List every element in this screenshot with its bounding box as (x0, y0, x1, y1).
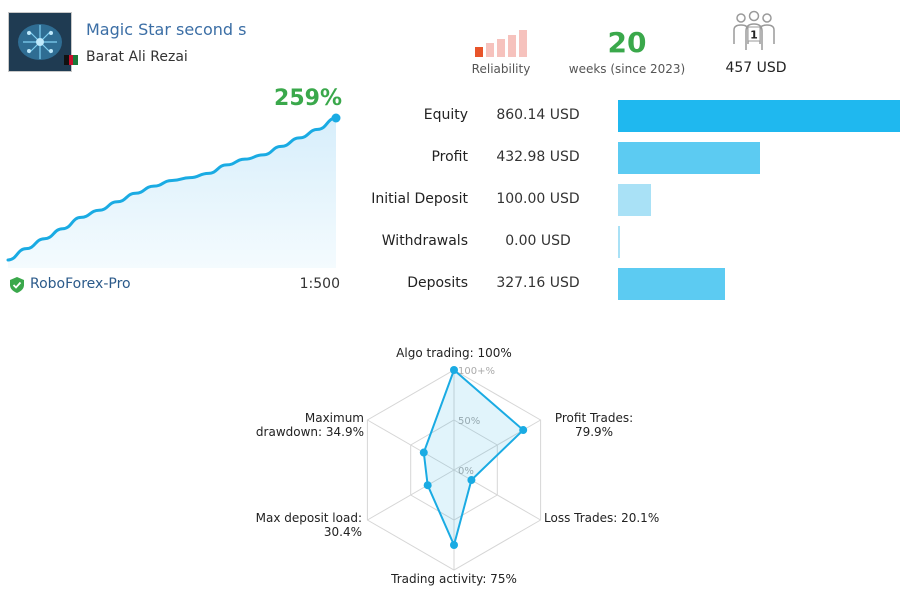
author-name[interactable]: Barat Ali Rezai (86, 49, 188, 65)
reliability-bar (497, 39, 505, 57)
afghanistan-flag-icon (64, 55, 79, 65)
radar-axis-label-line: Max deposit load: (255, 511, 362, 525)
radar-axis-label-line: Profit Trades: (554, 411, 634, 425)
stat-bar (618, 268, 726, 300)
radar-axis-label: Loss Trades: 20.1% (544, 511, 674, 525)
radar-axis-label-line: 30.4% (323, 525, 362, 539)
stat-value: 432.98 USD (496, 149, 580, 165)
radar-chart: 100+% 50% 0% (366, 366, 542, 571)
radar-axis-label: Max deposit load: 30.4% (240, 511, 362, 539)
radar-point (423, 481, 432, 490)
radar-axis-line (367, 419, 455, 471)
stat-label: Profit (431, 149, 468, 165)
radar-axis-label: Profit Trades: 79.9% (544, 411, 644, 439)
radar-axis-label-line: Loss Trades: 20.1% (544, 511, 660, 525)
people-group-icon: 1 (733, 10, 775, 50)
radar-axis-label: Maximum drawdown: 34.9% (240, 411, 364, 439)
radar-point (450, 366, 458, 374)
stat-label: Withdrawals (381, 233, 468, 249)
radar-point (519, 426, 528, 435)
radar-point (467, 476, 476, 485)
radar-point (419, 448, 428, 457)
radar-axis-label-line: 79.9% (574, 425, 614, 439)
radar-axis-label-line: Maximum (304, 411, 364, 425)
stat-bar (618, 100, 900, 132)
reliability-bar (486, 43, 494, 57)
weeks-label: weeks (since 2023) (568, 62, 686, 76)
radar-polygon (422, 368, 525, 549)
growth-line (6, 116, 338, 262)
stat-bar (618, 184, 651, 216)
reliability-bar (475, 47, 483, 57)
growth-chart[interactable] (0, 88, 345, 268)
radar-axis-label: Algo trading: 100% (354, 346, 554, 360)
radar-axis-label-line: Trading activity: 75% (391, 572, 517, 586)
reliability-bar (519, 30, 527, 57)
radar-axis-label-line: Algo trading: 100% (396, 346, 512, 360)
radar-axis-label-line: drawdown: 34.9% (255, 425, 364, 439)
stat-bar (618, 142, 760, 174)
radar-scale-label: 0% (458, 466, 474, 477)
signal-bars-icon (475, 30, 527, 57)
signal-avatar[interactable] (8, 12, 72, 72)
shield-check-icon (10, 277, 24, 293)
radar-point (450, 541, 458, 549)
reliability-label: Reliability (471, 62, 531, 76)
signal-title-link[interactable]: Magic Star second s (86, 20, 247, 39)
stat-value: 0.00 USD (505, 233, 571, 249)
weeks-count: 20 (607, 26, 647, 59)
radar-scale-label: 100+% (458, 366, 495, 377)
stat-bar (618, 226, 620, 258)
subscription-price: 457 USD (725, 60, 787, 76)
stat-value: 100.00 USD (496, 191, 580, 207)
leverage-value: 1:500 (299, 276, 340, 292)
subscribers-count: 1 (750, 29, 758, 42)
stat-value: 860.14 USD (496, 107, 580, 123)
radar-axis-label: Trading activity: 75% (374, 572, 534, 586)
growth-endpoint (331, 113, 341, 123)
growth-area (8, 118, 336, 268)
stat-label: Initial Deposit (371, 191, 468, 207)
radar-axis-line (367, 469, 455, 521)
radar-scale-label: 50% (458, 416, 480, 427)
stat-value: 327.16 USD (496, 275, 580, 291)
stat-label: Deposits (407, 275, 468, 291)
reliability-bar (508, 35, 516, 57)
broker-link[interactable]: RoboForex-Pro (30, 276, 131, 292)
growth-percent: 259% (274, 86, 342, 111)
stat-label: Equity (423, 107, 468, 123)
